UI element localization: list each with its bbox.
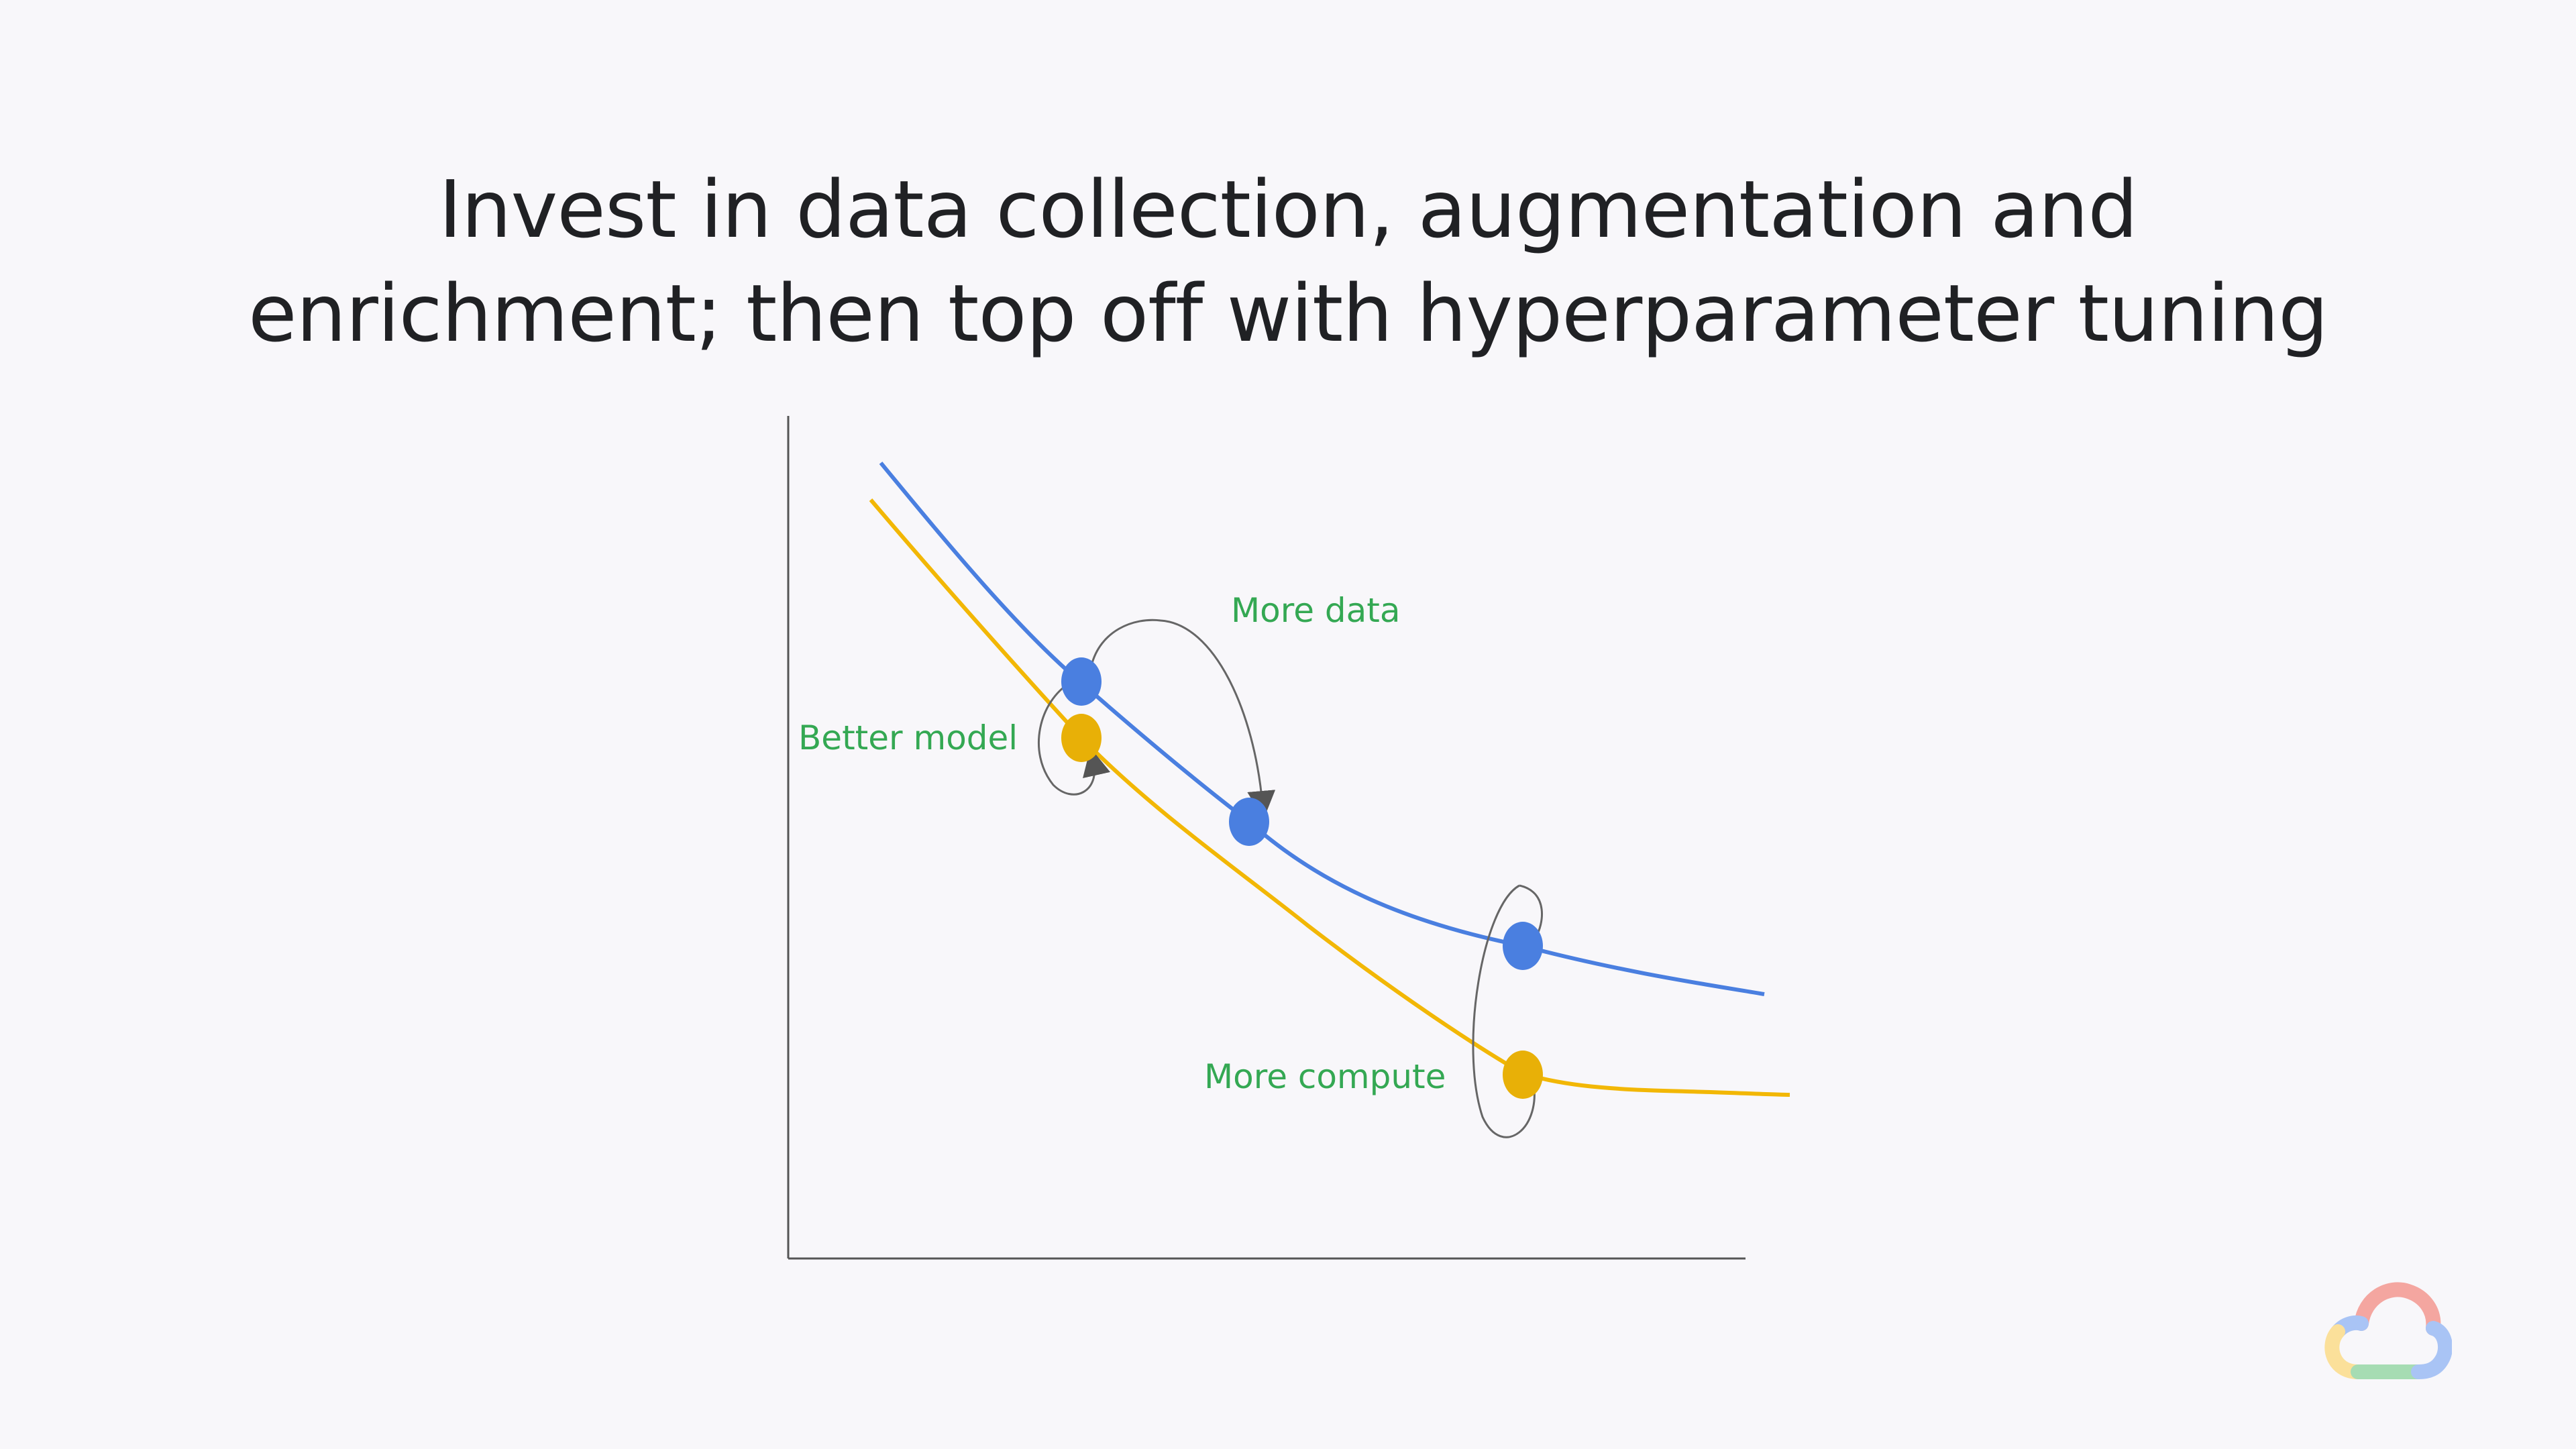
better-model-loop	[1038, 682, 1111, 796]
blue-point-1	[1061, 657, 1102, 706]
title-line-2: enrichment; then top off with hyperparam…	[248, 267, 2328, 360]
blue-point-3	[1503, 922, 1543, 970]
label-more-compute: More compute	[1204, 1057, 1446, 1096]
label-better-model: Better model	[798, 718, 1018, 757]
yellow-point-2	[1503, 1051, 1543, 1099]
yellow-point-1	[1061, 714, 1102, 762]
blue-point-2	[1229, 798, 1269, 846]
more-compute-loop	[1472, 884, 1543, 1138]
more-data-arc	[1090, 619, 1276, 819]
yellow-curve	[869, 498, 1790, 1097]
title-line-1: Invest in data collection, augmentation …	[438, 163, 2138, 256]
slide-title: Invest in data collection, augmentation …	[0, 158, 2576, 366]
label-more-data: More data	[1231, 591, 1400, 630]
google-cloud-icon	[2324, 1282, 2452, 1379]
